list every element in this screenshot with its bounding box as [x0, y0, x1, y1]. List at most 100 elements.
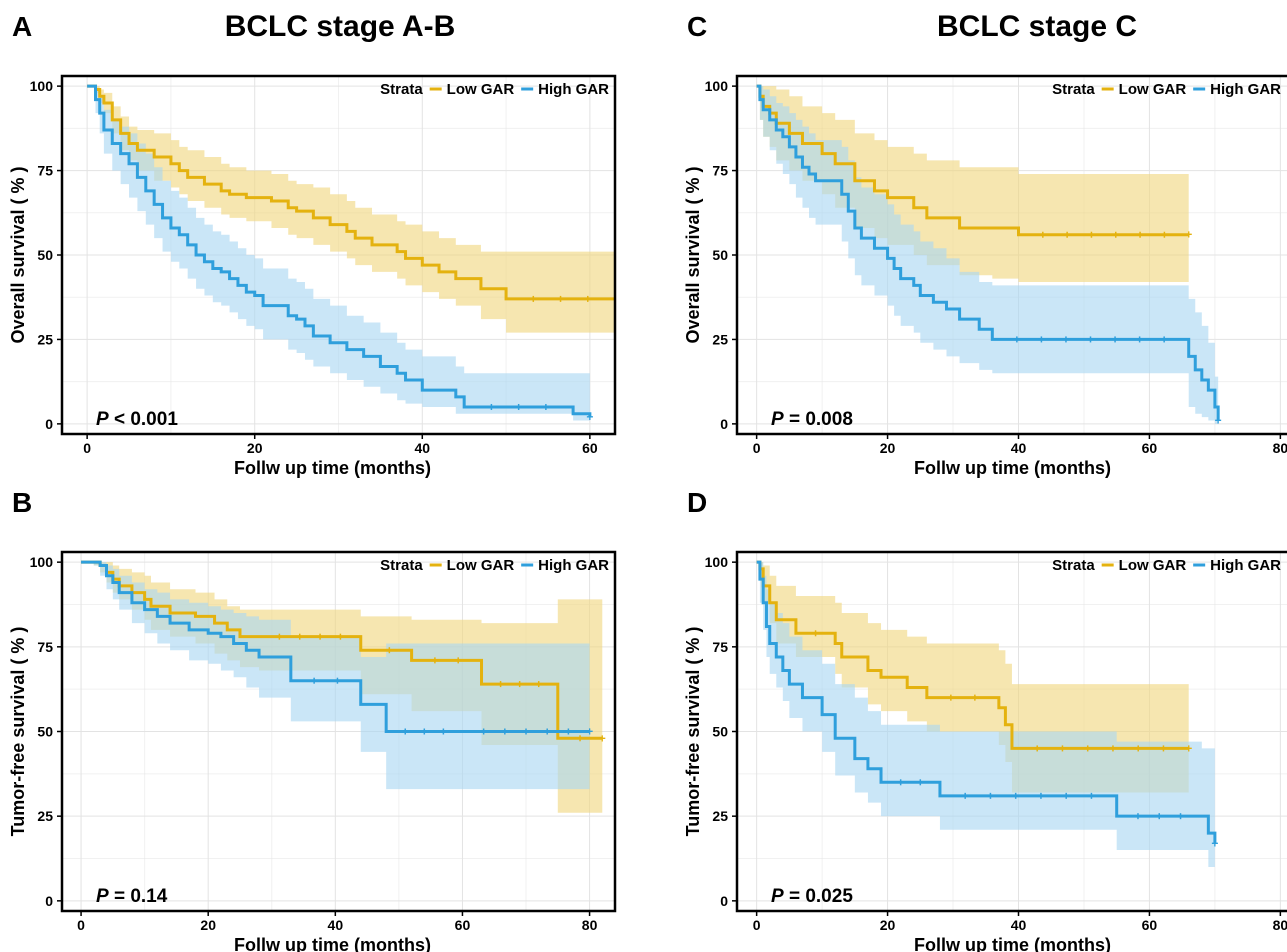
- x-tick-label: 60: [1142, 917, 1158, 933]
- x-tick-label: 0: [83, 440, 91, 456]
- x-tick-label: 20: [880, 440, 896, 456]
- column-title-right: BCLC stage C: [937, 10, 1137, 43]
- survival-curve-low-gar: [87, 84, 615, 301]
- p-value-text: < 0.001: [109, 409, 179, 430]
- x-tick-label: 40: [1011, 917, 1027, 933]
- ci-band-high-gar: [87, 86, 590, 424]
- legend-title: Strata: [380, 81, 423, 98]
- series-group: ++: [756, 84, 1222, 427]
- x-axis-label: Follw up time (months): [234, 935, 431, 952]
- series-group: ++: [81, 560, 606, 813]
- column-title-left: BCLC stage A-B: [225, 10, 456, 43]
- p-value-text: = 0.008: [784, 409, 853, 430]
- x-axis-label: Follw up time (months): [914, 935, 1111, 952]
- x-tick-label: 20: [880, 917, 896, 933]
- x-axis-label: Follw up time (months): [234, 458, 431, 478]
- survival-curve-high-gar: [756, 84, 1220, 421]
- survival-curve-high-gar: [87, 84, 592, 418]
- y-tick-label: 0: [45, 893, 53, 909]
- legend: High GAR Low GAR Strata: [1052, 557, 1281, 574]
- legend-label-low-gar: Low GAR: [1119, 557, 1187, 574]
- x-tick-label: 0: [753, 440, 761, 456]
- ci-band-high-gar: [756, 562, 1215, 881]
- survival-curve-high-gar: [81, 560, 590, 733]
- ci-band-low-gar: [756, 86, 1189, 283]
- legend-label-high-gar: High GAR: [1210, 557, 1281, 574]
- ci-band-low-gar: [87, 86, 615, 333]
- y-tick-label: 100: [30, 78, 54, 94]
- end-censor-mark: +: [1215, 413, 1222, 427]
- end-censor-mark: +: [1185, 228, 1192, 242]
- x-tick-label: 20: [247, 440, 263, 456]
- y-tick-label: 0: [45, 416, 53, 432]
- y-tick-label: 50: [712, 247, 728, 263]
- legend-title: Strata: [1052, 557, 1095, 574]
- x-tick-label: 0: [77, 917, 85, 933]
- legend-label-high-gar: High GAR: [538, 557, 609, 574]
- x-tick-label: 40: [1011, 440, 1027, 456]
- y-tick-label: 50: [37, 247, 53, 263]
- y-tick-label: 75: [37, 163, 53, 179]
- x-tick-label: 0: [753, 917, 761, 933]
- end-censor-mark: +: [611, 292, 618, 306]
- y-tick-label: 25: [37, 331, 53, 347]
- survival-curve-high-gar: [756, 560, 1217, 844]
- p-value-symbol: P: [96, 409, 109, 430]
- y-tick-label: 100: [705, 554, 729, 570]
- x-tick-label: 80: [582, 917, 598, 933]
- y-tick-label: 0: [720, 893, 728, 909]
- p-value-annotation: P = 0.14: [96, 886, 168, 907]
- p-value-symbol: P: [96, 886, 109, 907]
- legend-label-low-gar: Low GAR: [1119, 81, 1187, 98]
- p-value-symbol: P: [771, 409, 784, 430]
- y-tick-label: 50: [712, 724, 728, 740]
- end-censor-mark: +: [1211, 836, 1218, 850]
- x-tick-label: 80: [1273, 440, 1287, 456]
- x-tick-label: 20: [200, 917, 216, 933]
- p-value-text: = 0.025: [784, 886, 854, 907]
- end-censor-mark: +: [1185, 741, 1192, 755]
- legend-title: Strata: [380, 557, 423, 574]
- survival-curve-low-gar: [756, 560, 1189, 750]
- end-censor-mark: +: [599, 731, 606, 745]
- y-tick-label: 75: [37, 639, 53, 655]
- y-tick-label: 100: [705, 78, 729, 94]
- y-tick-label: 75: [712, 639, 728, 655]
- p-value-annotation: P = 0.008: [771, 409, 853, 430]
- y-tick-label: 25: [712, 808, 728, 824]
- legend-label-low-gar: Low GAR: [447, 81, 515, 98]
- series-group: ++: [756, 560, 1218, 881]
- y-tick-label: 50: [37, 724, 53, 740]
- y-tick-label: 75: [712, 163, 728, 179]
- y-axis-label: Overall survival ( % ): [8, 166, 28, 343]
- series-group: ++: [87, 84, 618, 424]
- p-value-text: = 0.14: [109, 886, 168, 907]
- p-value-annotation: P < 0.001: [96, 409, 178, 430]
- y-tick-label: 0: [720, 416, 728, 432]
- p-value-annotation: P = 0.025: [771, 886, 853, 907]
- y-tick-label: 25: [37, 808, 53, 824]
- legend: High GAR Low GAR Strata: [1052, 81, 1281, 98]
- x-tick-label: 40: [414, 440, 430, 456]
- x-axis-label: Follw up time (months): [914, 458, 1111, 478]
- legend-title: Strata: [1052, 81, 1095, 98]
- x-tick-label: 60: [1142, 440, 1158, 456]
- p-value-symbol: P: [771, 886, 784, 907]
- y-axis-label: Overall survival ( % ): [683, 166, 703, 343]
- end-censor-mark: +: [586, 725, 593, 739]
- end-censor-mark: +: [586, 410, 593, 424]
- y-axis-label: Tumor-free survival ( % ): [683, 627, 703, 837]
- x-tick-label: 40: [328, 917, 344, 933]
- panel-letter: D: [687, 487, 707, 518]
- x-tick-label: 60: [582, 440, 598, 456]
- y-axis-label: Tumor-free survival ( % ): [8, 627, 28, 837]
- x-tick-label: 80: [1273, 917, 1287, 933]
- legend-label-low-gar: Low GAR: [447, 557, 515, 574]
- panel-letter: B: [12, 487, 32, 518]
- legend: High GAR Low GAR Strata: [380, 557, 609, 574]
